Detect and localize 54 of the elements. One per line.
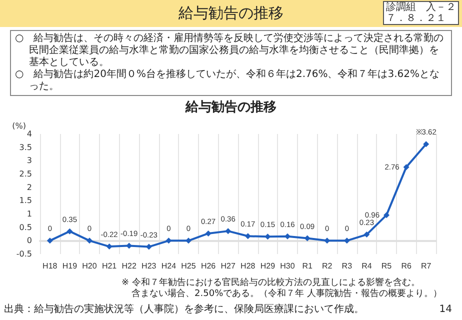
x-tick-label: H22 [122, 262, 137, 270]
y-tick-label: 0.5 [19, 222, 32, 232]
x-tick-label: R5 [381, 262, 392, 270]
x-tick-label: R7 [420, 262, 432, 270]
chart-subtitle: 給与勧告の推移 [178, 4, 284, 22]
text: ○ 給与勧告は約20年間０%台を推移していたが、令和６年は2.76%、令和７年は3.62%となった。 [15, 69, 440, 93]
x-tick-label: H20 [82, 262, 98, 270]
x-tick-label: H27 [220, 262, 236, 270]
point [66, 228, 73, 234]
x-tick-label: H21 [102, 262, 118, 270]
text: ７．８．２１ [386, 13, 447, 24]
y-tick-label: 1.5 [19, 196, 32, 206]
x-tick-label: R3 [342, 262, 353, 270]
text: ○ 給与勧告は、その時々の経済・雇用情勢等を反映して労使交渉等によって決定される常勤の民間企業従業員の給与水準と常勤の国家公務員の給与水準を均衡させること（民間準拠）を基本としている。 [15, 33, 445, 68]
point [384, 212, 390, 218]
x-tick-label: H26 [200, 262, 216, 270]
x-tick-label: H29 [260, 262, 276, 270]
point [244, 233, 251, 240]
text: 含まない場合、2.50%である。（令和７年 人事院勧告・報告の概要より。） [130, 289, 442, 300]
point [106, 244, 112, 250]
x-tick-label: H19 [62, 262, 78, 270]
x-tick-label: H28 [240, 262, 256, 270]
y-tick-label: 0 [26, 236, 32, 246]
x-tick-label: R6 [401, 262, 412, 270]
x-tick-label: H23 [142, 262, 157, 270]
point [186, 238, 192, 244]
y-tick-label: 3 [26, 156, 32, 166]
x-tick-label: H18 [42, 262, 58, 270]
point [364, 232, 370, 238]
point [86, 238, 92, 244]
y-tick-label: 2.5 [19, 170, 32, 178]
y-tick-label: 1 [26, 210, 32, 218]
point [225, 228, 232, 234]
y-tick-label: 4 [26, 130, 32, 138]
x-tick-label: R4 [362, 262, 372, 270]
point [423, 141, 430, 148]
x-tick-label: R1 [302, 262, 313, 270]
text: 14 [439, 304, 452, 316]
point [284, 233, 290, 240]
text: ※ 令和７年勧告における官民給与の比較方法の見直しによる影響を含む。 [122, 278, 421, 288]
y-axis-title: (%) [12, 122, 26, 130]
point [403, 164, 410, 170]
point [46, 238, 53, 244]
point [205, 230, 212, 236]
source-note: 出典：給与勧告の実施状況等（人事院）を参考に、保険局医療課において作成。 [4, 304, 364, 316]
x-tick-label: H25 [181, 262, 196, 270]
y-tick-label: 2 [26, 182, 32, 192]
text: 診調組 入－２ [386, 2, 456, 13]
chart-title: 給与勧告の推移 [184, 99, 276, 115]
x-tick-label: H24 [161, 262, 177, 270]
x-tick-label: H30 [280, 262, 296, 270]
x-tick-label: R2 [322, 262, 333, 270]
y-tick-label: 3.5 [19, 142, 32, 152]
y-tick-label: -0.5 [16, 250, 32, 258]
